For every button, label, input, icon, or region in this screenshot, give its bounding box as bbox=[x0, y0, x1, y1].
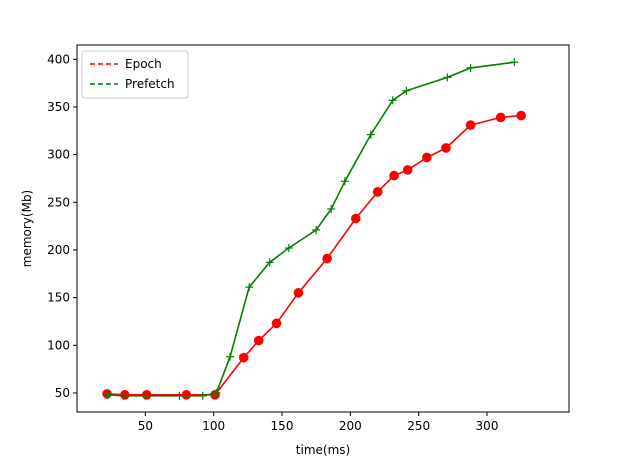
x-axis-label: time(ms) bbox=[296, 443, 350, 457]
data-point-prefetch bbox=[119, 391, 128, 400]
data-point-prefetch bbox=[226, 352, 235, 361]
y-tick-label: 50 bbox=[55, 386, 70, 400]
data-point-epoch bbox=[271, 318, 282, 329]
data-point-epoch bbox=[102, 389, 112, 399]
data-point-prefetch bbox=[402, 86, 411, 95]
x-tick-label: 200 bbox=[339, 419, 362, 433]
data-point-prefetch bbox=[284, 244, 293, 253]
data-point-prefetch bbox=[443, 73, 452, 82]
data-point-epoch bbox=[210, 390, 220, 400]
y-tick-label: 250 bbox=[47, 195, 70, 209]
data-point-epoch bbox=[422, 152, 432, 163]
data-point-epoch bbox=[389, 170, 399, 181]
data-point-epoch bbox=[181, 390, 192, 400]
y-tick-label: 400 bbox=[47, 52, 70, 66]
legend-label-prefetch: Prefetch bbox=[125, 77, 175, 91]
axes-layer: 50 100 150 200 250 300 50 100 150 200 250 300 350 400 bbox=[47, 52, 498, 433]
x-tick-label: 50 bbox=[138, 419, 153, 433]
data-point-prefetch bbox=[510, 58, 519, 67]
y-tick-label: 100 bbox=[47, 338, 70, 352]
y-axis-label: memory(Mb) bbox=[20, 190, 34, 267]
y-tick-label: 350 bbox=[47, 100, 70, 114]
data-point-epoch bbox=[238, 352, 249, 363]
legend-box bbox=[81, 50, 189, 99]
data-point-epoch bbox=[495, 112, 506, 123]
x-tick-label: 300 bbox=[476, 419, 499, 433]
data-point-prefetch bbox=[340, 177, 349, 186]
data-point-prefetch bbox=[175, 391, 184, 400]
data-point-epoch bbox=[441, 143, 451, 153]
y-tick-label: 150 bbox=[47, 291, 70, 305]
data-point-prefetch bbox=[388, 96, 397, 105]
data-point-prefetch bbox=[104, 390, 113, 399]
x-tick-label: 100 bbox=[202, 419, 225, 433]
data-point-epoch bbox=[293, 288, 304, 298]
data-point-prefetch bbox=[366, 130, 375, 139]
data-point-prefetch bbox=[245, 283, 254, 292]
data-point-prefetch bbox=[198, 391, 207, 400]
data-point-prefetch bbox=[212, 388, 221, 397]
plot-area bbox=[77, 45, 569, 412]
plot-frame bbox=[76, 44, 570, 413]
data-point-epoch bbox=[516, 110, 526, 121]
x-tick-label: 150 bbox=[271, 419, 294, 433]
data-point-prefetch bbox=[141, 391, 150, 400]
data-point-epoch bbox=[402, 165, 413, 175]
data-point-prefetch bbox=[466, 63, 475, 72]
data-point-epoch bbox=[120, 390, 130, 400]
data-point-epoch bbox=[253, 335, 264, 346]
data-point-prefetch bbox=[265, 258, 274, 267]
data-point-epoch bbox=[141, 390, 152, 400]
legend-label-epoch: Epoch bbox=[125, 57, 162, 71]
data-point-epoch bbox=[322, 253, 332, 264]
y-tick-label: 300 bbox=[47, 148, 70, 162]
series-layer bbox=[102, 58, 526, 400]
data-point-epoch bbox=[372, 187, 383, 197]
x-tick-label: 250 bbox=[407, 419, 430, 433]
legend: Epoch Prefetch bbox=[81, 50, 189, 99]
data-point-epoch bbox=[465, 120, 476, 130]
data-point-prefetch bbox=[312, 225, 321, 234]
data-point-prefetch bbox=[327, 204, 336, 213]
y-tick-label: 200 bbox=[47, 243, 70, 257]
data-point-epoch bbox=[351, 213, 361, 224]
